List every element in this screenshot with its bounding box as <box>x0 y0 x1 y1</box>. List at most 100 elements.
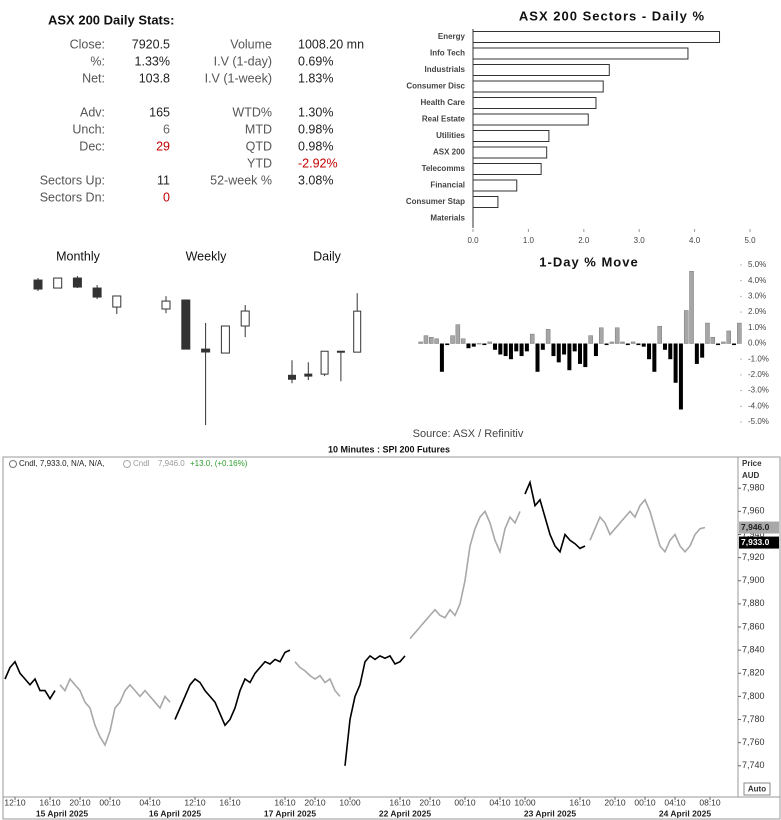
bar <box>472 97 597 109</box>
bar <box>652 343 657 372</box>
stat-value: 1.33% <box>135 54 170 68</box>
bar <box>519 343 524 357</box>
bar <box>472 113 589 126</box>
bar <box>662 343 667 350</box>
stat-label: Unch: <box>72 122 105 136</box>
x-tick-label: 04:10 <box>489 797 511 807</box>
bar <box>487 341 492 344</box>
y-tick-label: 7,980 <box>742 483 765 493</box>
bar <box>721 341 726 344</box>
bar <box>455 324 461 344</box>
x-tick-label: 16:10 <box>569 797 591 807</box>
category-label: Consumer Disc <box>406 82 465 91</box>
stat-label: I.V (1-day) <box>214 54 272 68</box>
candle-body <box>161 300 171 310</box>
candle-body <box>181 299 191 350</box>
x-tick-label: 10:00 <box>339 797 361 807</box>
stat-label: Close: <box>70 37 105 51</box>
stat-value: 103.8 <box>139 71 170 85</box>
y-tick-label: 7,800 <box>742 691 765 701</box>
stat-value: 165 <box>149 105 170 119</box>
legend-text: Cndl, 7,933.0, N/A, N/A, <box>19 459 104 468</box>
stat-label: MTD <box>245 122 272 136</box>
bar <box>657 325 662 344</box>
bar <box>529 333 535 344</box>
x-tick-label: 04:10 <box>664 797 686 807</box>
bar <box>694 343 699 364</box>
stat-value: 3.08% <box>298 173 333 187</box>
y-tick-label: 2.0% <box>748 307 766 316</box>
bar <box>450 335 455 344</box>
legend-text: 7,946.0 <box>158 459 185 468</box>
bar <box>620 341 625 344</box>
bar <box>540 343 545 350</box>
date-label: 17 April 2025 <box>264 808 316 818</box>
y-tick-label: 7,760 <box>742 737 765 747</box>
date-label: 24 April 2025 <box>659 808 711 818</box>
stat-value: 0 <box>163 190 170 204</box>
y-tick-label: 7,960 <box>742 506 765 516</box>
y-tick-label: 7,920 <box>742 552 765 562</box>
candle-body <box>92 287 102 298</box>
candle-body <box>112 295 122 308</box>
date-label: 22 April 2025 <box>379 808 431 818</box>
bar <box>609 341 615 344</box>
bar <box>418 341 423 344</box>
last-price-label: 7,946.0 <box>741 522 770 532</box>
x-tick-label: 16:10 <box>219 797 241 807</box>
bar <box>472 47 689 60</box>
candle-body <box>220 325 230 354</box>
bar <box>439 343 444 372</box>
bar <box>429 336 434 344</box>
bar <box>604 343 609 346</box>
x-tick-label: 12:10 <box>184 797 206 807</box>
y-tick-label: -5.0% <box>748 417 769 426</box>
legend-text: Cndl <box>133 459 150 468</box>
chart-title: 1-Day % Move <box>539 254 638 269</box>
candle-body <box>33 279 43 290</box>
y-tick-label: -4.0% <box>748 401 769 410</box>
y-tick-label: 7,780 <box>742 714 765 724</box>
bar <box>583 343 588 368</box>
bar <box>588 335 593 344</box>
x-tick-label: 3.0 <box>634 236 646 245</box>
x-tick-label: 20:10 <box>419 797 441 807</box>
bar <box>562 343 567 355</box>
bar <box>476 343 482 345</box>
bar <box>705 322 710 344</box>
bar <box>460 338 466 344</box>
bar <box>472 130 550 142</box>
x-tick-label: 00:10 <box>634 797 656 807</box>
bar <box>493 343 498 350</box>
y-tick-label: 7,880 <box>742 598 765 608</box>
stat-value: 1.83% <box>298 71 333 85</box>
y-tick-label: -1.0% <box>748 354 769 363</box>
legend-icon <box>9 460 17 468</box>
x-tick-label: 2.0 <box>578 236 590 245</box>
stat-label: Adv: <box>80 105 105 119</box>
bar <box>423 335 429 344</box>
last-price-label: 7,933.0 <box>741 537 770 547</box>
last-price-box <box>739 536 779 549</box>
bar <box>434 338 439 344</box>
candle-body <box>240 310 250 327</box>
bar <box>572 343 577 352</box>
bar <box>471 343 476 347</box>
chart-title: 10 Minutes : SPI 200 Futures <box>328 444 450 454</box>
x-tick-label: 12:10 <box>4 797 26 807</box>
category-label: Materials <box>430 214 465 223</box>
candle-body <box>304 373 313 377</box>
stat-label: 52-week % <box>210 173 272 187</box>
bar <box>567 343 572 371</box>
legend-icon <box>123 460 131 468</box>
x-tick-label: 4.0 <box>689 236 701 245</box>
stat-label: YTD <box>247 156 272 170</box>
bar <box>737 322 742 344</box>
stat-value: 29 <box>156 139 170 153</box>
y-tick-label: 7,740 <box>742 760 765 770</box>
stat-label: %: <box>90 54 105 68</box>
chart-title: Daily <box>313 249 342 263</box>
y-tick-label: 7,940 <box>742 529 765 539</box>
category-label: Info Tech <box>430 49 465 58</box>
